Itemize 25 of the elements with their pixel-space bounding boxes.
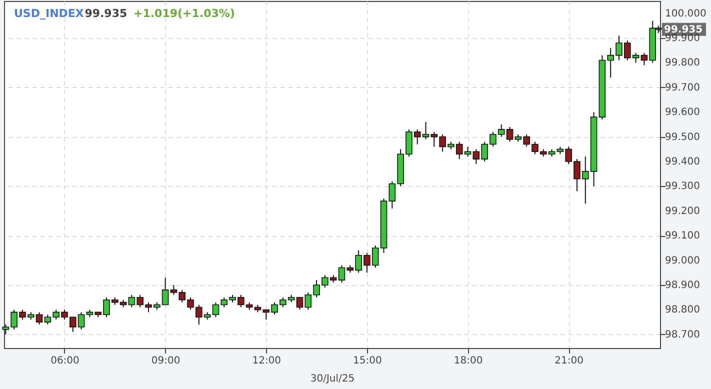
x-tick-label: 18:00 <box>454 356 483 366</box>
annotation: +1.019(+1.03%) <box>134 7 235 20</box>
y-tick-label: 99.500 <box>665 132 700 143</box>
y-tick-label: 99.200 <box>665 206 700 217</box>
y-tick-label: 99.300 <box>665 181 700 192</box>
x-tick-label: 15:00 <box>353 356 382 366</box>
y-tick-label: 100.000 <box>665 8 706 20</box>
x-tick-label: 06:00 <box>50 356 80 366</box>
y-tick-label: 99.400 <box>665 156 700 168</box>
x-tick-label: 09:00 <box>151 356 180 366</box>
x-axis-title: 30/Jul/25 <box>310 374 355 384</box>
y-tick-label: 99.900 <box>665 33 700 44</box>
annotation: 99.935 <box>664 24 703 36</box>
y-tick-label: 99.600 <box>665 107 700 118</box>
x-tick-label: 21:00 <box>554 356 584 366</box>
annotation: 99.935 <box>84 7 128 20</box>
y-tick-label: 99.100 <box>665 230 700 242</box>
y-tick-label: 98.700 <box>665 329 700 340</box>
y-tick-label: 99.800 <box>665 58 700 69</box>
text: USD_INDEX <box>14 7 84 20</box>
y-tick-label: 99.000 <box>665 255 700 266</box>
x-tick-label: 12:00 <box>252 356 282 366</box>
y-tick-label: 98.900 <box>665 280 700 292</box>
y-tick-label: 99.700 <box>665 82 700 94</box>
y-tick-label: 98.800 <box>665 304 700 316</box>
